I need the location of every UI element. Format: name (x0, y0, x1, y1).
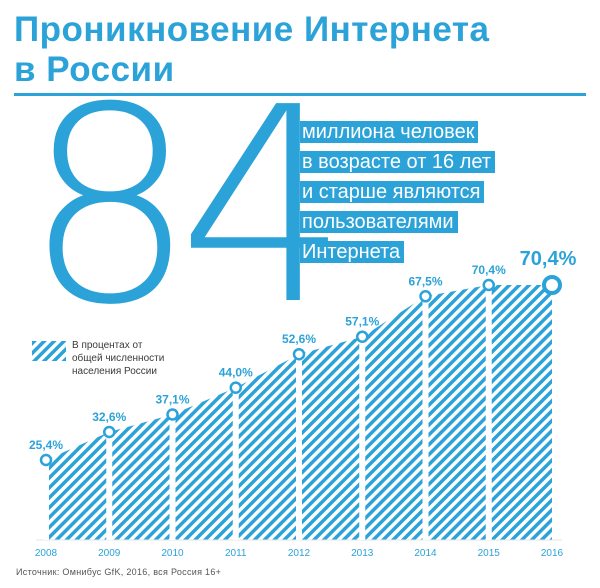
data-label: 32,6% (92, 410, 126, 424)
data-point (419, 290, 432, 303)
headline-line: Интернета (300, 240, 590, 264)
legend-text: В процентах от общей численности населен… (72, 340, 165, 377)
x-tick-label: 2015 (478, 548, 501, 559)
data-point (292, 347, 306, 361)
headline-line: миллиона человек (300, 120, 590, 144)
x-tick-label: 2009 (98, 548, 121, 559)
data-label: 70,4% (520, 248, 577, 270)
data-label: 67,5% (408, 274, 442, 288)
data-label: 37,1% (155, 393, 189, 407)
data-label: 57,1% (345, 315, 379, 329)
data-label: 44,0% (219, 366, 253, 380)
x-tick-label: 2014 (414, 548, 437, 559)
x-tick-label: 2010 (161, 548, 184, 559)
data-label: 70,4% (472, 263, 506, 277)
data-label: 52,6% (282, 332, 316, 346)
headline-line: в возрасте от 16 лет (300, 150, 590, 174)
data-point (39, 453, 53, 467)
data-point (356, 330, 369, 343)
data-point (103, 425, 116, 439)
data-point (482, 278, 495, 292)
title-line-2: в России (14, 50, 175, 89)
title-divider (14, 93, 586, 96)
headline-line: и старше являются (300, 180, 590, 204)
headline-line: пользователями (300, 210, 590, 234)
title-line-1: Проникновение Интернета (14, 10, 490, 49)
chart-title: Проникновение Интернета в России (14, 10, 490, 90)
legend: В процентах от общей численности населен… (32, 339, 202, 379)
big-number: 84 (24, 49, 350, 364)
data-point (166, 408, 179, 421)
headline-block: миллиона человек в возрасте от 16 лет и … (300, 120, 590, 270)
x-tick-label: 2012 (288, 548, 311, 559)
data-point (229, 381, 242, 394)
x-tick-label: 2016 (541, 548, 564, 559)
data-point (542, 275, 562, 295)
x-tick-label: 2011 (225, 548, 247, 559)
data-label: 25,4% (29, 438, 63, 452)
x-tick-label: 2008 (35, 548, 58, 559)
source-note: Источник: Омнибус GfK, 2016, вся Россия … (16, 567, 222, 577)
x-tick-label: 2013 (351, 548, 374, 559)
legend-swatch (32, 341, 66, 361)
